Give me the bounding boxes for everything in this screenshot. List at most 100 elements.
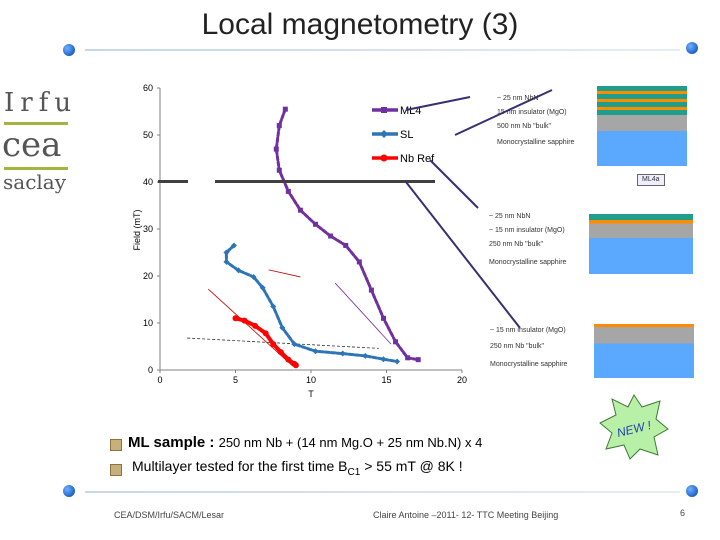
x-tick-label: 5 [233,375,238,385]
data-point-ml4 [415,357,421,363]
title-rule [85,49,680,51]
data-point-sl [235,267,242,274]
data-point-ml4 [282,106,288,112]
data-point-nb-ref [277,349,284,356]
data-point-ml4 [273,146,279,152]
x-tick-label: 10 [306,375,316,385]
series-ml4 [273,106,421,363]
data-point-nb-ref [241,317,248,324]
connector-line [454,89,553,136]
data-point-nb-ref [285,356,292,363]
logo-bar [4,167,68,170]
series-line-sl [224,243,399,363]
logo-irfu-text: Irfu [4,88,78,118]
data-point-nb-ref [262,330,269,337]
legend-marker-sl [380,130,388,138]
ml-sample-text: 250 nm Nb + (14 nm Mg.O + 25 nm Nb.N) x … [218,435,483,450]
legend-marker-ml4 [381,107,387,113]
legend-label-nb-ref: Nb Ref [400,153,435,165]
footer-rule [85,491,680,493]
ml4a-label: ML4a [637,174,665,186]
legend-marker-nb-ref [380,154,388,162]
y-tick-label: 20 [143,271,153,281]
data-point-ml4 [393,339,399,345]
connector-line [405,181,521,329]
data-point-ml4 [343,242,349,248]
y-tick-label: 40 [143,177,153,187]
new-badge: NEW ! [599,394,669,460]
data-point-sl [270,303,277,310]
data-point-ml4 [405,355,411,361]
data-point-ml4 [356,259,362,265]
data-point-nb-ref [292,362,299,369]
x-tick-label: 20 [457,375,467,385]
data-point-sl [380,356,387,363]
data-point-ml4 [328,233,334,239]
layer-stack-sl [589,214,693,274]
layer-stack-ml4a [597,86,687,166]
x-axis-label: T [308,389,314,399]
bullet-square-icon [110,439,122,451]
data-point-nb-ref [232,315,239,322]
schematic-labels: ~ 25 nm NbN 15 nm insulator (MgO) 500 nm… [497,95,575,146]
data-point-ml4 [380,315,386,321]
y-tick-label: 50 [143,130,153,140]
x-tick-label: 15 [381,375,391,385]
data-point-sl [259,284,266,291]
sample-schematic-ml4a: ~ 25 nm NbN 15 nm insulator (MgO) 500 nm… [497,86,705,186]
layer-stack-nb-ref [594,324,694,378]
starburst-shape [599,394,669,460]
data-point-sl [394,358,401,365]
y-tick-label: 60 [143,83,153,93]
data-point-sl [291,341,298,348]
footer-left: CEA/DSM/Irfu/SACM/Lesar [114,510,225,520]
data-point-nb-ref [252,322,259,329]
fit-line [187,337,379,349]
data-point-sl [362,352,369,359]
data-point-sl [223,249,230,256]
logo-cea-text: cea [2,125,62,165]
legend-label-sl: SL [400,129,413,141]
multilayer-text: Multilayer tested for the first time B [132,458,348,474]
connector-line [429,159,479,209]
bullet-ml-sample: ML sample : 250 nm Nb + (14 nm Mg.O + 25… [128,434,482,451]
legend-gap-bar [158,180,188,183]
sample-schematic-nb-ref: ~ 15 nm insulator (MgO) 250 nm Nb "bulk"… [484,320,696,378]
series-sl [223,242,401,365]
y-axis-label: Field (mT) [132,210,142,251]
ml-sample-prefix: ML sample : [128,434,219,451]
x-tick-label: 0 [157,375,162,385]
logo-bar [4,122,68,125]
bullet-square-icon [110,464,122,476]
irfu-cea-saclay-logo: Irfu cea saclay [0,88,72,194]
data-point-ml4 [285,188,291,194]
slide-title: Local magnetometry (3) [201,8,519,41]
data-point-ml4 [313,221,319,227]
bullet-dot-icon [686,485,698,497]
y-tick-label: 10 [143,318,153,328]
connector-line [405,96,471,111]
page-number: 6 [680,508,686,518]
bullet-dot-icon [63,485,75,497]
bullet-dot-icon [63,44,75,56]
data-point-sl [230,242,237,249]
footer-center: Claire Antoine –2011- 12- TTC Meeting Be… [373,510,559,520]
data-point-sl [223,258,230,265]
bc1-subscript: C1 [347,466,361,478]
data-point-nb-ref [270,341,277,348]
series-nb-ref [232,315,299,369]
fit-line [268,269,301,278]
data-point-sl [279,324,286,331]
data-point-ml4 [368,287,374,293]
series-line-ml4 [274,107,420,362]
data-point-sl [250,273,257,280]
data-point-ml4 [276,167,282,173]
fit-line [334,282,392,345]
data-point-ml4 [297,207,303,213]
y-tick-label: 0 [148,365,153,375]
schematic-labels: ~ 25 nm NbN ~ 15 nm insulator (MgO) 250 … [489,213,567,266]
legend-gap-bar [215,180,435,183]
sample-schematic-sl: ~ 25 nm NbN ~ 15 nm insulator (MgO) 250 … [483,208,693,274]
logo-saclay-text: saclay [3,170,67,194]
